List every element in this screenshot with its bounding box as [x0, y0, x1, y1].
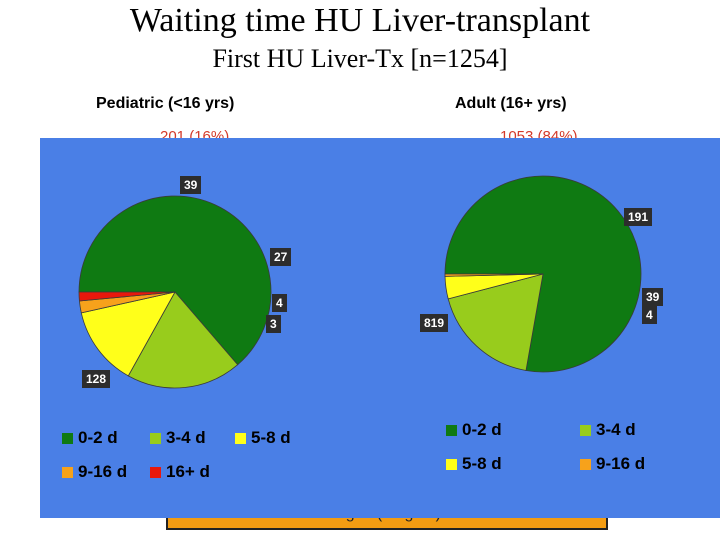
legend-swatch — [446, 458, 457, 470]
legend-swatch — [62, 466, 73, 478]
legend-item-pediatric: 5-8 d — [235, 428, 291, 448]
legend-item-adult: 9-16 d — [580, 454, 645, 474]
pie-slice-adult-3-4-d — [447, 273, 544, 371]
legend-label: 5-8 d — [462, 454, 502, 473]
data-label-pediatric-2: 39 — [180, 176, 202, 194]
legend-label: 16+ d — [166, 462, 210, 481]
legend-swatch — [446, 424, 457, 436]
data-label-adult-3: 39 — [642, 288, 664, 306]
legend-label: 3-4 d — [596, 420, 636, 439]
legend-item-pediatric: 16+ d — [150, 462, 210, 482]
legend-label: 0-2 d — [78, 428, 118, 447]
legend-swatch — [580, 424, 591, 436]
legend-swatch — [150, 466, 161, 478]
legend-item-adult: 0-2 d — [446, 420, 502, 440]
data-label-pediatric-3: 27 — [270, 248, 292, 266]
pie-slice-pediatric-16-d — [78, 291, 176, 302]
legend-label: 9-16 d — [596, 454, 646, 473]
data-label-adult-1: 819 — [420, 314, 449, 332]
pie-slice-pediatric-3-4-d — [127, 291, 239, 389]
legend-item-adult: 5-8 d — [446, 454, 502, 474]
pie-slice-pediatric-5-8-d — [80, 291, 176, 377]
legend-swatch — [150, 432, 161, 444]
legend-swatch — [580, 458, 591, 470]
legend-swatch — [235, 432, 246, 444]
data-label-pediatric-4: 4 — [272, 294, 287, 312]
legend-label: 0-2 d — [462, 420, 502, 439]
legend-item-adult: 3-4 d — [580, 420, 636, 440]
page-title: Waiting time HU Liver-transplant — [129, 2, 591, 39]
data-label-pediatric-5: 3 — [266, 315, 281, 333]
legend-label: 5-8 d — [251, 428, 291, 447]
data-label-adult-2: 191 — [624, 208, 653, 226]
data-label-pediatric-1: 128 — [82, 370, 111, 388]
legend-item-pediatric: 3-4 d — [150, 428, 206, 448]
data-label-adult-4: 4 — [642, 306, 657, 324]
legend-label: 3-4 d — [166, 428, 206, 447]
legend-item-pediatric: 9-16 d — [62, 462, 127, 482]
legend-item-pediatric: 0-2 d — [62, 428, 118, 448]
pie-slice-adult-9-16-d — [444, 273, 544, 277]
legend-swatch — [62, 432, 73, 444]
legend-label: 9-16 d — [78, 462, 128, 481]
adult-group-label: Adult (16+ yrs) — [455, 95, 567, 112]
page-subtitle: First HU Liver-Tx [n=1254] — [212, 44, 508, 73]
pediatric-group-label: Pediatric (<16 yrs) — [96, 95, 235, 112]
